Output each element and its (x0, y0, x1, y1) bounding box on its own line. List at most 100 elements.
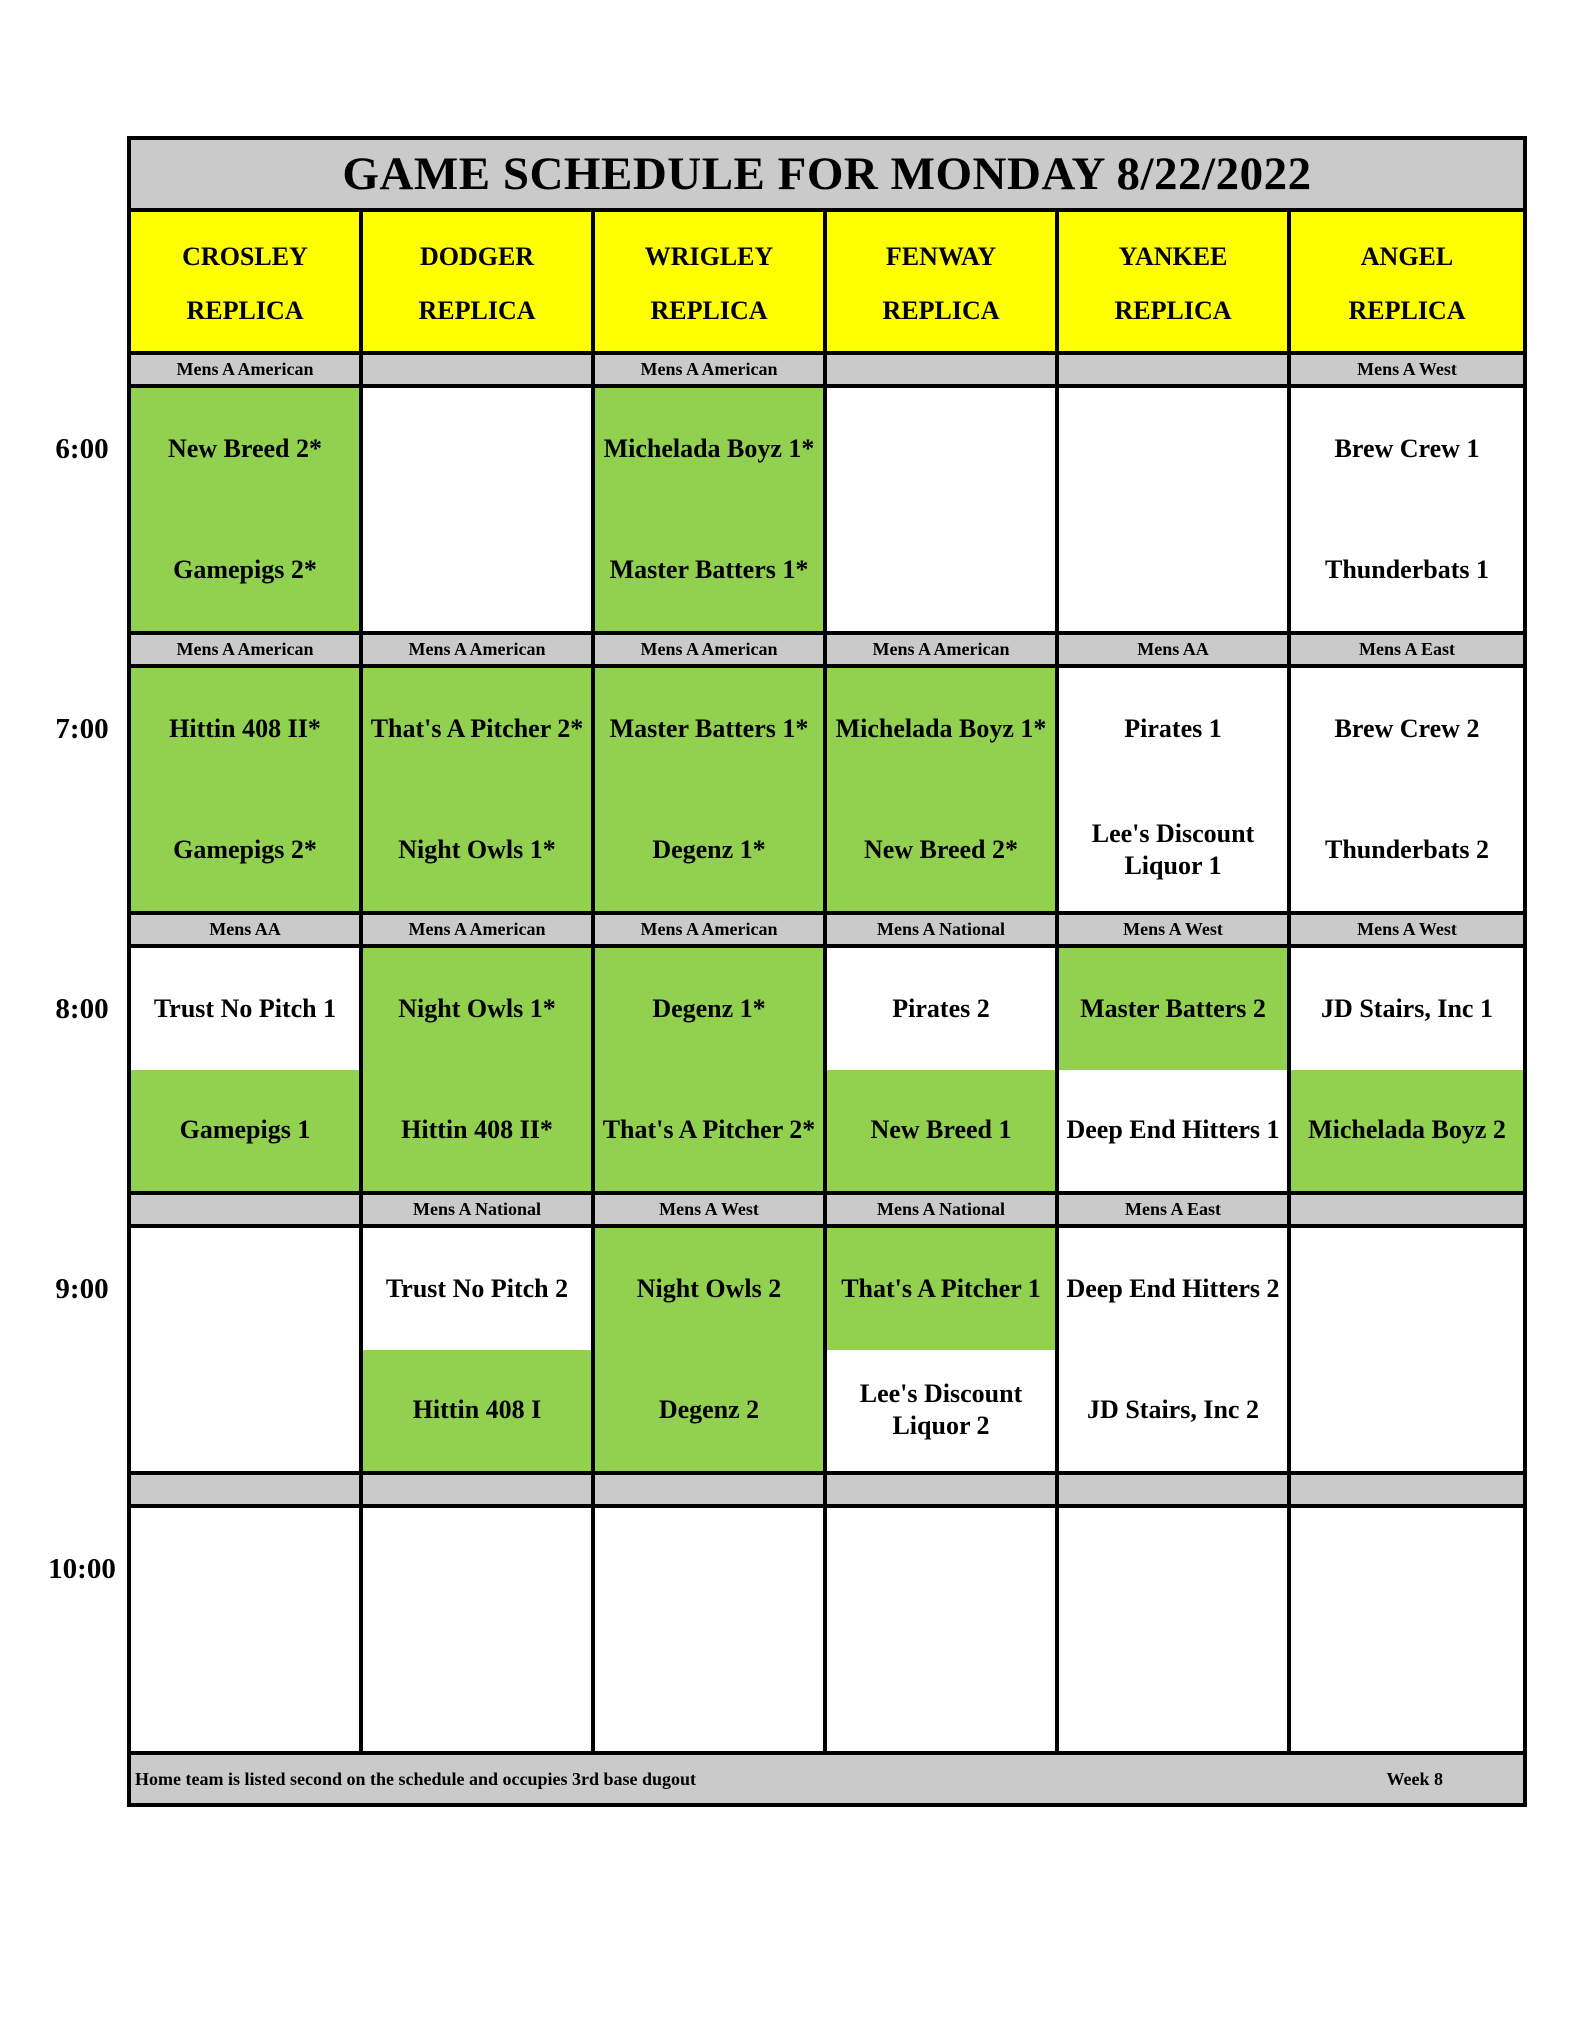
away-team: Trust No Pitch 1 (131, 948, 359, 1070)
game-cell: Degenz 1* That's A Pitcher 2* (595, 944, 827, 1191)
field-header: YANKEE REPLICA (1059, 208, 1291, 351)
time-label: 9:00 (55, 1273, 109, 1305)
away-team: Brew Crew 2 (1291, 668, 1523, 790)
division-label (827, 1471, 1059, 1504)
division-label (363, 351, 595, 384)
schedule-table: GAME SCHEDULE FOR MONDAY 8/22/2022 CROSL… (127, 136, 1527, 1807)
game-cell: Michelada Boyz 1* Master Batters 1* (595, 384, 827, 631)
division-label: Mens A West (1059, 911, 1291, 944)
division-row: Mens A American Mens A American Mens A Wes… (131, 351, 1523, 384)
division-label: Mens A American (131, 351, 363, 384)
week-label: Week 8 (1386, 1768, 1444, 1789)
home-team: Gamepigs 2* (131, 509, 359, 631)
away-team (131, 1228, 359, 1350)
field-type: REPLICA (1348, 296, 1466, 325)
game-cell: Hittin 408 II* Gamepigs 2* (131, 664, 363, 911)
time-label: 6:00 (55, 433, 109, 465)
home-team: New Breed 1 (827, 1069, 1055, 1191)
home-team: Deep End Hitters 1 (1059, 1069, 1287, 1191)
away-team (1059, 1508, 1287, 1630)
division-label (131, 1191, 363, 1224)
game-cell: That's A Pitcher 1 Lee's Discount Liquor … (827, 1224, 1059, 1471)
game-cell (363, 1504, 595, 1751)
away-team: That's A Pitcher 1 (827, 1228, 1055, 1350)
game-cell: Pirates 2 New Breed 1 (827, 944, 1059, 1191)
home-team: Thunderbats 2 (1291, 789, 1523, 911)
schedule-title: GAME SCHEDULE FOR MONDAY 8/22/2022 (131, 140, 1523, 208)
field-header-row: CROSLEY REPLICA DODGER REPLICA WRIGLEY REPLIC… (131, 208, 1523, 351)
game-cell: Master Batters 2 Deep End Hitters 1 (1059, 944, 1291, 1191)
division-label: Mens A American (595, 351, 827, 384)
home-team (131, 1349, 359, 1471)
home-team: Lee's Discount Liquor 1 (1059, 789, 1287, 911)
game-cell (131, 1504, 363, 1751)
game-cell: JD Stairs, Inc 1 Michelada Boyz 2 (1291, 944, 1523, 1191)
away-team: Pirates 2 (827, 948, 1055, 1070)
home-team (363, 509, 591, 631)
game-cell: Michelada Boyz 1* New Breed 2* (827, 664, 1059, 911)
game-cell: Night Owls 1* Hittin 408 II* (363, 944, 595, 1191)
away-team: Night Owls 1* (363, 948, 591, 1070)
home-team: Master Batters 1* (595, 509, 823, 631)
games-row (131, 1504, 1523, 1751)
time-label: 7:00 (55, 713, 109, 745)
away-team: Hittin 408 II* (131, 668, 359, 790)
game-cell (363, 384, 595, 631)
game-cell (827, 384, 1059, 631)
away-team: Pirates 1 (1059, 668, 1287, 790)
away-team: That's A Pitcher 2* (363, 668, 591, 790)
game-cell: Trust No Pitch 1 Gamepigs 1 (131, 944, 363, 1191)
field-name: WRIGLEY (644, 242, 774, 271)
division-label: Mens A American (363, 631, 595, 664)
schedule-footer: Home team is listed second on the schedu… (131, 1751, 1523, 1803)
division-label: Mens A West (1291, 351, 1523, 384)
home-team (363, 1629, 591, 1751)
home-team (827, 509, 1055, 631)
division-label (827, 351, 1059, 384)
home-team: Degenz 1* (595, 789, 823, 911)
away-team: Michelada Boyz 1* (595, 388, 823, 510)
division-label (1059, 1471, 1291, 1504)
schedule-body: Mens A American Mens A American Mens A Wes… (131, 351, 1523, 1751)
division-label (595, 1471, 827, 1504)
field-type: REPLICA (186, 296, 304, 325)
away-team (131, 1508, 359, 1630)
game-cell (1059, 384, 1291, 631)
field-header: CROSLEY REPLICA (131, 208, 363, 351)
time-label: 10:00 (48, 1553, 116, 1585)
field-name: CROSLEY (182, 242, 308, 271)
home-team (1059, 1629, 1287, 1751)
away-team: Brew Crew 1 (1291, 388, 1523, 510)
home-team (131, 1629, 359, 1751)
division-label: Mens A National (827, 1191, 1059, 1224)
away-team: Deep End Hitters 2 (1059, 1228, 1287, 1350)
division-label: Mens A American (827, 631, 1059, 664)
game-cell: Brew Crew 2 Thunderbats 2 (1291, 664, 1523, 911)
division-label (1291, 1191, 1523, 1224)
division-row (131, 1471, 1523, 1504)
away-team: JD Stairs, Inc 1 (1291, 948, 1523, 1070)
home-team (827, 1629, 1055, 1751)
division-row: Mens AA Mens A American Mens A American Men… (131, 911, 1523, 944)
home-team: Gamepigs 1 (131, 1069, 359, 1191)
field-name: YANKEE (1118, 242, 1228, 271)
division-label (1059, 351, 1291, 384)
game-cell: That's A Pitcher 2* Night Owls 1* (363, 664, 595, 911)
division-label: Mens AA (131, 911, 363, 944)
field-header: ANGEL REPLICA (1291, 208, 1523, 351)
away-team (827, 388, 1055, 510)
division-label (131, 1471, 363, 1504)
home-team: That's A Pitcher 2* (595, 1069, 823, 1191)
game-cell: Master Batters 1* Degenz 1* (595, 664, 827, 911)
game-cell: Pirates 1 Lee's Discount Liquor 1 (1059, 664, 1291, 911)
division-row: Mens A National Mens A West Mens A Nationa… (131, 1191, 1523, 1224)
game-cell: Trust No Pitch 2 Hittin 408 I (363, 1224, 595, 1471)
games-row: Trust No Pitch 1 Gamepigs 1 Night Owls 1* H… (131, 944, 1523, 1191)
field-type: REPLICA (650, 296, 768, 325)
home-team: Night Owls 1* (363, 789, 591, 911)
games-row: Hittin 408 II* Gamepigs 2* That's A Pitche… (131, 664, 1523, 911)
game-cell (1291, 1504, 1523, 1751)
game-cell: Night Owls 2 Degenz 2 (595, 1224, 827, 1471)
game-cell: Brew Crew 1 Thunderbats 1 (1291, 384, 1523, 631)
away-team: Master Batters 1* (595, 668, 823, 790)
